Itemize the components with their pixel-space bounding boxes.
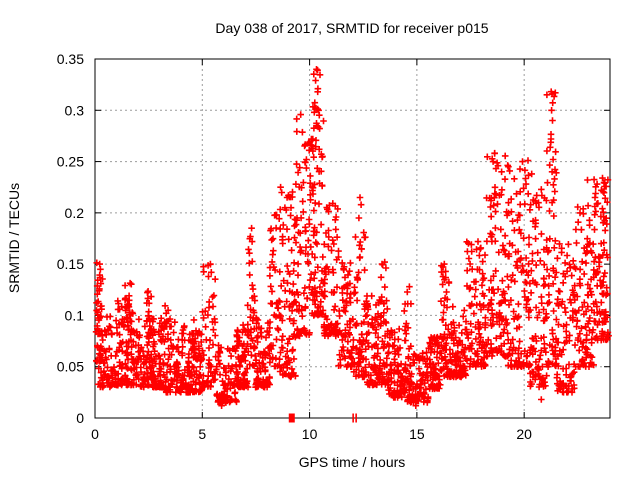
svg-text:20: 20 xyxy=(516,426,532,442)
y-tick-labels: 0 0.05 0.1 0.15 0.2 0.25 0.3 0.35 xyxy=(57,51,84,426)
svg-text:0.35: 0.35 xyxy=(57,51,84,67)
zero-value-square-marker xyxy=(288,413,295,423)
scatter-points xyxy=(92,66,612,409)
svg-text:0: 0 xyxy=(76,410,84,426)
svg-text:0.05: 0.05 xyxy=(57,359,84,375)
svg-text:0.1: 0.1 xyxy=(65,307,85,323)
baseline-zero-markers xyxy=(288,413,357,423)
svg-text:0.3: 0.3 xyxy=(65,102,85,118)
svg-text:0.15: 0.15 xyxy=(57,256,84,272)
svg-text:0: 0 xyxy=(91,426,99,442)
svg-text:0.2: 0.2 xyxy=(65,205,85,221)
chart-title: Day 038 of 2017, SRMTID for receiver p01… xyxy=(215,20,488,36)
y-axis-label: SRMTID / TECUs xyxy=(6,183,22,293)
x-axis-label: GPS time / hours xyxy=(299,454,406,470)
svg-text:10: 10 xyxy=(302,426,318,442)
x-tick-labels: 0 5 10 15 20 xyxy=(91,426,532,442)
svg-text:0.25: 0.25 xyxy=(57,154,84,170)
grid-lines xyxy=(95,59,610,418)
svg-text:15: 15 xyxy=(409,426,425,442)
svg-text:5: 5 xyxy=(198,426,206,442)
